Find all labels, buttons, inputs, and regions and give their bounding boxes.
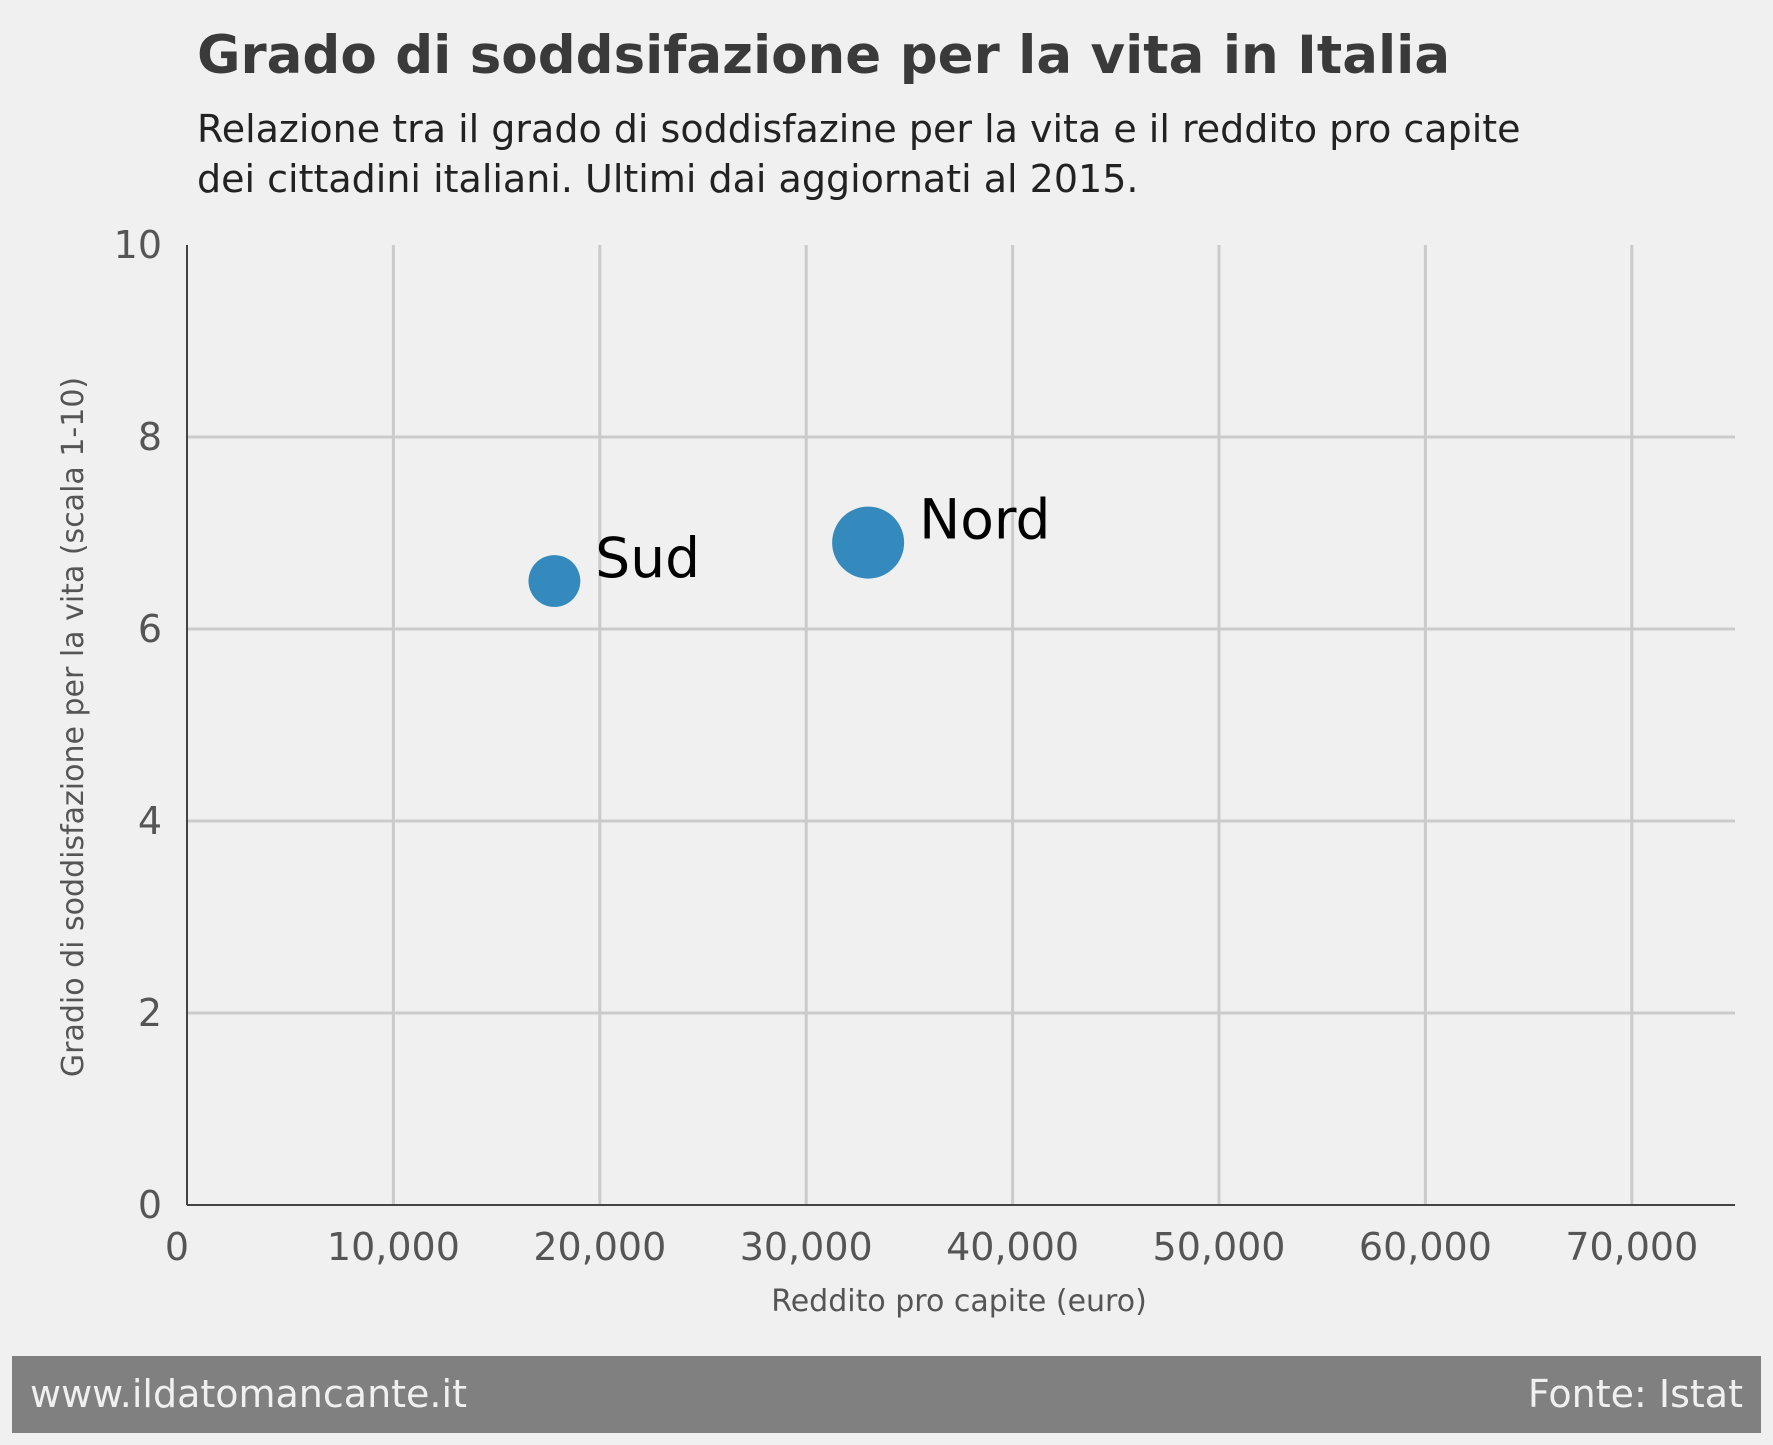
y-tick-label: 2	[138, 991, 162, 1035]
footer-site-link[interactable]: www.ildatomancante.it	[30, 1372, 467, 1416]
x-tick-label: 10,000	[327, 1225, 460, 1269]
data-point-label-nord: Nord	[919, 488, 1050, 552]
x-tick-label: 30,000	[740, 1225, 873, 1269]
data-point-nord	[832, 506, 905, 579]
chart-subtitle-line-1: Relazione tra il grado di soddisfazine p…	[197, 107, 1521, 151]
footer-source: Fonte: Istat	[1527, 1372, 1743, 1416]
chart-title: Grado di soddsifazione per la vita in It…	[197, 25, 1450, 86]
y-tick-label: 10	[114, 223, 162, 267]
data-points: Sud Nord	[528, 488, 1050, 607]
x-axis-title: Reddito pro capite (euro)	[771, 1284, 1147, 1319]
x-tick-label: 0	[165, 1225, 189, 1269]
data-point-sud	[528, 555, 581, 607]
x-tick-label: 70,000	[1565, 1225, 1698, 1269]
chart-subtitle-line-2: dei cittadini italiani. Ultimi dai aggio…	[197, 157, 1138, 201]
data-point-label-sud: Sud	[595, 526, 700, 590]
x-tick-label: 40,000	[946, 1225, 1079, 1269]
y-axis-title: Gradio di soddisfazione per la vita (sca…	[56, 377, 91, 1077]
x-tick-label: 60,000	[1359, 1225, 1492, 1269]
tick-labels: 0 10,000 20,000 30,000 40,000 50,000 60,000 70,…	[114, 223, 1699, 1269]
y-tick-label: 0	[138, 1183, 162, 1227]
footer-bar: www.ildatomancante.it Fonte: Istat	[12, 1356, 1761, 1433]
grid-lines	[187, 245, 1735, 1205]
y-tick-label: 8	[138, 415, 162, 459]
axes	[186, 245, 1735, 1206]
x-tick-label: 20,000	[533, 1225, 666, 1269]
y-tick-label: 6	[138, 607, 162, 651]
x-tick-label: 50,000	[1153, 1225, 1286, 1269]
y-tick-label: 4	[138, 799, 162, 843]
